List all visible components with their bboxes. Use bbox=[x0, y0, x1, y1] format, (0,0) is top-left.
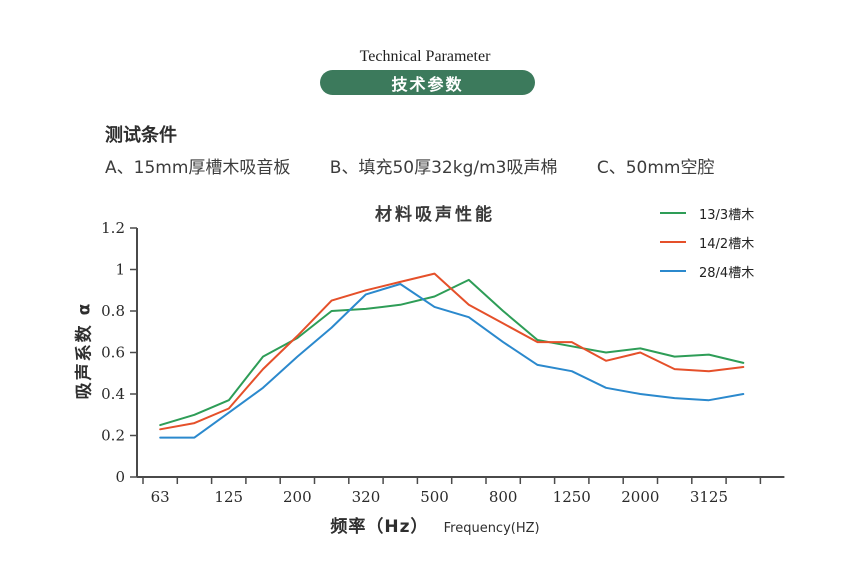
test-conditions-list: A、15mm厚槽木吸音板 B、填充50厚32kg/m3吸声棉 C、50mm空腔 bbox=[105, 153, 825, 178]
y-tick-label: 0.8 bbox=[101, 302, 125, 320]
legend-label: 14/2槽木 bbox=[699, 236, 755, 252]
y-tick-label: 1 bbox=[115, 261, 125, 279]
page-title-english: Technical Parameter bbox=[359, 48, 491, 65]
x-tick-label: 1250 bbox=[553, 488, 591, 506]
legend-line-swatch bbox=[660, 212, 686, 214]
x-tick-label: 500 bbox=[420, 488, 449, 506]
test-condition-b: B、填充50厚32kg/m3吸声棉 bbox=[329, 158, 558, 178]
legend-item: 28/4槽木 bbox=[660, 261, 754, 281]
test-conditions-heading: 测试条件 bbox=[105, 125, 177, 146]
legend-item: 14/2槽木 bbox=[660, 232, 754, 252]
legend-line-swatch bbox=[660, 270, 686, 272]
y-tick-label: 0.6 bbox=[101, 344, 125, 362]
x-axis-label: 频率（Hz） Frequency(HZ) bbox=[0, 512, 850, 537]
y-tick-label: 1.2 bbox=[101, 219, 125, 237]
test-condition-c: C、50mm空腔 bbox=[596, 158, 715, 178]
x-tick-label: 3125 bbox=[690, 488, 728, 506]
legend-label: 13/3槽木 bbox=[699, 207, 755, 223]
x-axis-label-zh: 频率（Hz） bbox=[330, 517, 429, 537]
x-tick-label: 320 bbox=[352, 488, 381, 506]
section-pill-label: 技术参数 bbox=[391, 74, 464, 94]
y-tick-label: 0.4 bbox=[101, 385, 125, 403]
x-tick-label: 800 bbox=[489, 488, 518, 506]
series-line-14/2槽木 bbox=[159, 272, 745, 431]
x-tick-label: 2000 bbox=[621, 488, 659, 506]
series-line-13/3槽木 bbox=[159, 278, 745, 427]
legend-label: 28/4槽木 bbox=[699, 265, 755, 281]
test-condition-a: A、15mm厚槽木吸音板 bbox=[105, 158, 291, 178]
x-tick-label: 125 bbox=[214, 488, 243, 506]
series-line-28/4槽木 bbox=[159, 283, 745, 439]
y-tick-label: 0 bbox=[115, 468, 125, 486]
legend-item: 13/3槽木 bbox=[660, 203, 754, 223]
x-axis-label-en: Frequency(HZ) bbox=[443, 521, 540, 536]
chart-title: 材料吸声性能 bbox=[375, 205, 495, 225]
legend-line-swatch bbox=[660, 241, 686, 243]
x-tick-label: 63 bbox=[151, 488, 170, 506]
y-tick-label: 0.2 bbox=[101, 427, 125, 445]
chart-legend: 13/3槽木 14/2槽木 28/4槽木 bbox=[660, 203, 754, 290]
x-tick-label: 200 bbox=[283, 488, 312, 506]
section-pill-badge: 技术参数 bbox=[320, 70, 535, 95]
